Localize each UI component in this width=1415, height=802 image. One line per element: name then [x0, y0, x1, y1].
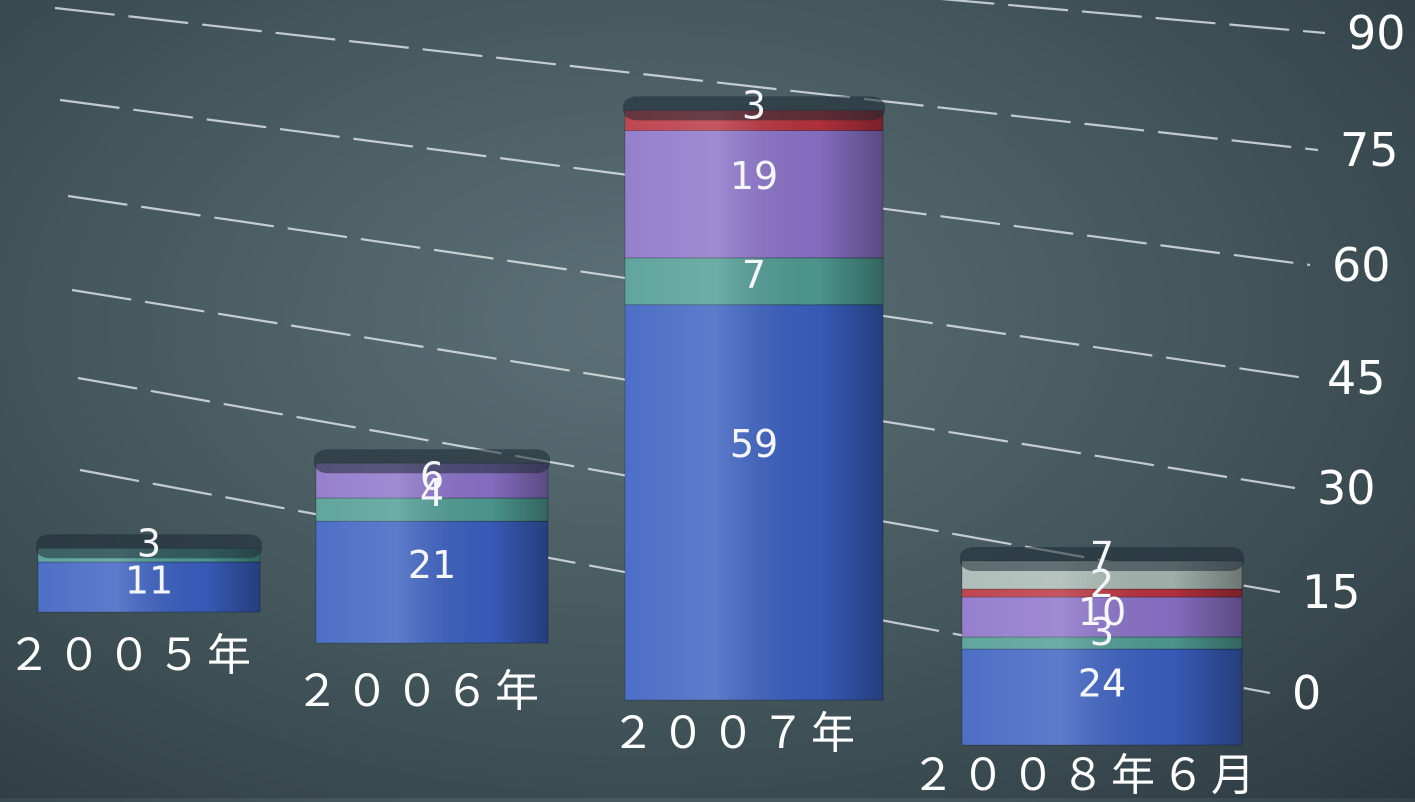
- x-tick-label: ２００８年６月: [911, 750, 1261, 798]
- bar-cap: [960, 547, 1244, 571]
- bar-sheen: [962, 561, 1242, 745]
- y-tick-label: 60: [1332, 238, 1391, 292]
- data-label: 11: [125, 558, 173, 602]
- data-label: 4: [420, 471, 444, 515]
- data-label: 6: [420, 454, 444, 498]
- bar-cap: [623, 96, 885, 121]
- x-tick-label: ２００５年: [7, 630, 257, 681]
- data-label: 24: [1078, 662, 1126, 706]
- bar-stack: [623, 96, 885, 701]
- bar-stack: [960, 547, 1244, 746]
- data-label: 7: [1090, 534, 1114, 578]
- data-label: 59: [730, 422, 778, 466]
- bar-sheen: [625, 110, 883, 700]
- bar-cap: [314, 449, 550, 474]
- bar-cap: [36, 534, 262, 559]
- x-tick-label: ２００７年: [611, 708, 861, 759]
- y-tick-label: 90: [1347, 6, 1406, 60]
- data-label: 19: [730, 154, 778, 198]
- bar-stack: [314, 449, 550, 644]
- bars: [36, 96, 1244, 746]
- data-label: 2: [1090, 562, 1114, 606]
- bar-sheen: [316, 463, 548, 643]
- data-label: 10: [1078, 590, 1126, 634]
- y-axis-ticks: 0 15 30 45 60 75 90: [1292, 6, 1406, 720]
- y-tick-label: 15: [1302, 565, 1361, 619]
- gridline: [940, 0, 1326, 35]
- data-label: 3: [1090, 610, 1114, 654]
- y-tick-label: 0: [1292, 666, 1321, 720]
- y-tick-label: 30: [1317, 461, 1376, 515]
- data-label: 7: [742, 253, 766, 297]
- gridline: [54, 6, 1319, 152]
- bar-stack: [36, 534, 262, 613]
- data-label: 21: [408, 543, 456, 587]
- data-label: 3: [742, 83, 766, 127]
- data-label: 3: [137, 521, 161, 565]
- y-tick-label: 75: [1340, 123, 1399, 177]
- x-axis-categories: ２００５年 ２００６年 ２００７年 ２００８年６月: [7, 630, 1261, 801]
- y-tick-label: 45: [1327, 351, 1386, 405]
- x-tick-label: ２００６年: [295, 666, 545, 717]
- bar-sheen: [38, 548, 260, 612]
